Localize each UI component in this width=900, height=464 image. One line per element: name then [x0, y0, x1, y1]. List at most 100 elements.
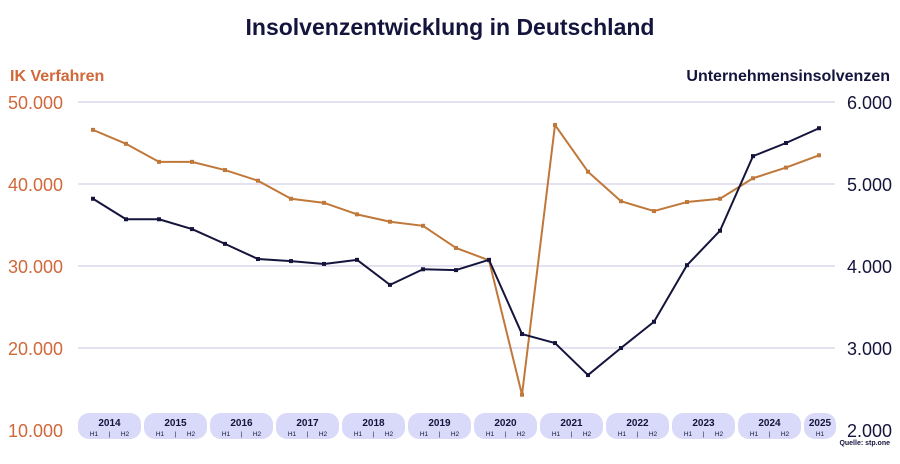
data-point: [322, 261, 326, 266]
year-label: 2019: [428, 418, 451, 429]
left-tick-label: 30.000: [8, 257, 63, 277]
half-label: H2: [253, 431, 262, 438]
half-label: H1: [288, 431, 297, 438]
data-point: [619, 346, 623, 350]
year-pill: [276, 413, 339, 439]
data-point: [388, 282, 392, 287]
half-label: H1: [222, 431, 231, 438]
data-point: [421, 267, 425, 272]
half-label: H2: [517, 431, 526, 438]
year-label: 2015: [164, 418, 187, 429]
half-label: H2: [781, 431, 790, 438]
data-point: [289, 196, 293, 201]
year-label: 2021: [560, 418, 583, 429]
year-label: 2018: [362, 418, 385, 429]
right-axis-label: Unternehmensinsolvenzen: [686, 68, 890, 85]
data-point: [817, 153, 821, 158]
half-label: H2: [187, 431, 196, 438]
year-label: 2020: [494, 418, 517, 429]
year-label: 2023: [692, 418, 715, 429]
data-point: [553, 341, 557, 346]
year-pill: [606, 413, 669, 439]
left-tick-label: 10.000: [8, 421, 63, 441]
left-axis-label: IK Verfahren: [10, 68, 105, 85]
half-separator: |: [109, 431, 111, 438]
half-label: H1: [552, 431, 561, 438]
half-separator: |: [175, 431, 177, 438]
half-label: H1: [750, 431, 759, 438]
half-label: H2: [121, 431, 130, 438]
half-label: H2: [583, 431, 592, 438]
half-separator: |: [769, 431, 771, 438]
data-point: [817, 126, 821, 131]
year-pill: [408, 413, 471, 439]
data-point: [784, 141, 788, 145]
left-tick-label: 20.000: [8, 339, 63, 359]
half-separator: |: [241, 431, 243, 438]
half-separator: |: [439, 431, 441, 438]
source-note: Quelle: stp.one: [839, 440, 890, 447]
data-point: [421, 223, 425, 228]
data-point: [190, 159, 194, 164]
chart-title: Insolvenzentwicklung in Deutschland: [245, 14, 655, 40]
year-label: 2022: [626, 418, 649, 429]
half-separator: |: [571, 431, 573, 438]
data-point: [91, 127, 95, 132]
right-tick-label: 5.000: [847, 175, 892, 195]
data-point: [619, 199, 623, 204]
data-point: [553, 122, 557, 127]
data-point: [718, 196, 722, 201]
half-label: H1: [618, 431, 627, 438]
data-point: [322, 200, 326, 205]
half-label: H1: [816, 431, 825, 438]
year-pill: [144, 413, 207, 439]
data-point: [718, 228, 722, 233]
data-point: [454, 245, 458, 250]
half-label: H2: [319, 431, 328, 438]
year-pill: [672, 413, 735, 439]
data-point: [751, 154, 755, 159]
data-point: [586, 373, 590, 378]
data-point: [784, 165, 788, 170]
year-pill: [342, 413, 405, 439]
year-label: 2017: [296, 418, 319, 429]
left-tick-label: 50.000: [8, 93, 63, 113]
data-point: [190, 227, 194, 232]
year-label: 2024: [758, 418, 781, 429]
year-pill: [738, 413, 801, 439]
year-label: 2014: [98, 418, 121, 429]
ik-verfahren-line: [92, 123, 820, 396]
data-point: [124, 217, 128, 222]
data-point: [487, 257, 491, 262]
year-label: 2025: [809, 418, 832, 429]
half-separator: |: [703, 431, 705, 438]
data-point: [652, 319, 656, 324]
data-point: [223, 241, 227, 246]
half-separator: |: [505, 431, 507, 438]
half-label: H1: [486, 431, 495, 438]
half-label: H1: [156, 431, 165, 438]
data-point: [124, 141, 128, 146]
right-tick-label: 2.000: [847, 421, 892, 441]
half-label: H2: [451, 431, 460, 438]
half-separator: |: [637, 431, 639, 438]
data-point: [520, 332, 524, 337]
data-point: [586, 169, 590, 174]
year-label: 2016: [230, 418, 253, 429]
year-pill: [540, 413, 603, 439]
year-pill: [78, 413, 141, 439]
data-point: [223, 168, 227, 173]
data-point: [652, 209, 656, 214]
year-pill: [474, 413, 537, 439]
year-pill: [210, 413, 273, 439]
half-separator: |: [373, 431, 375, 438]
right-tick-label: 3.000: [847, 339, 892, 359]
data-point: [685, 263, 689, 268]
data-point: [355, 212, 359, 217]
data-point: [157, 159, 161, 164]
half-label: H1: [90, 431, 99, 438]
year-pill: [804, 413, 836, 439]
data-point: [520, 392, 524, 397]
